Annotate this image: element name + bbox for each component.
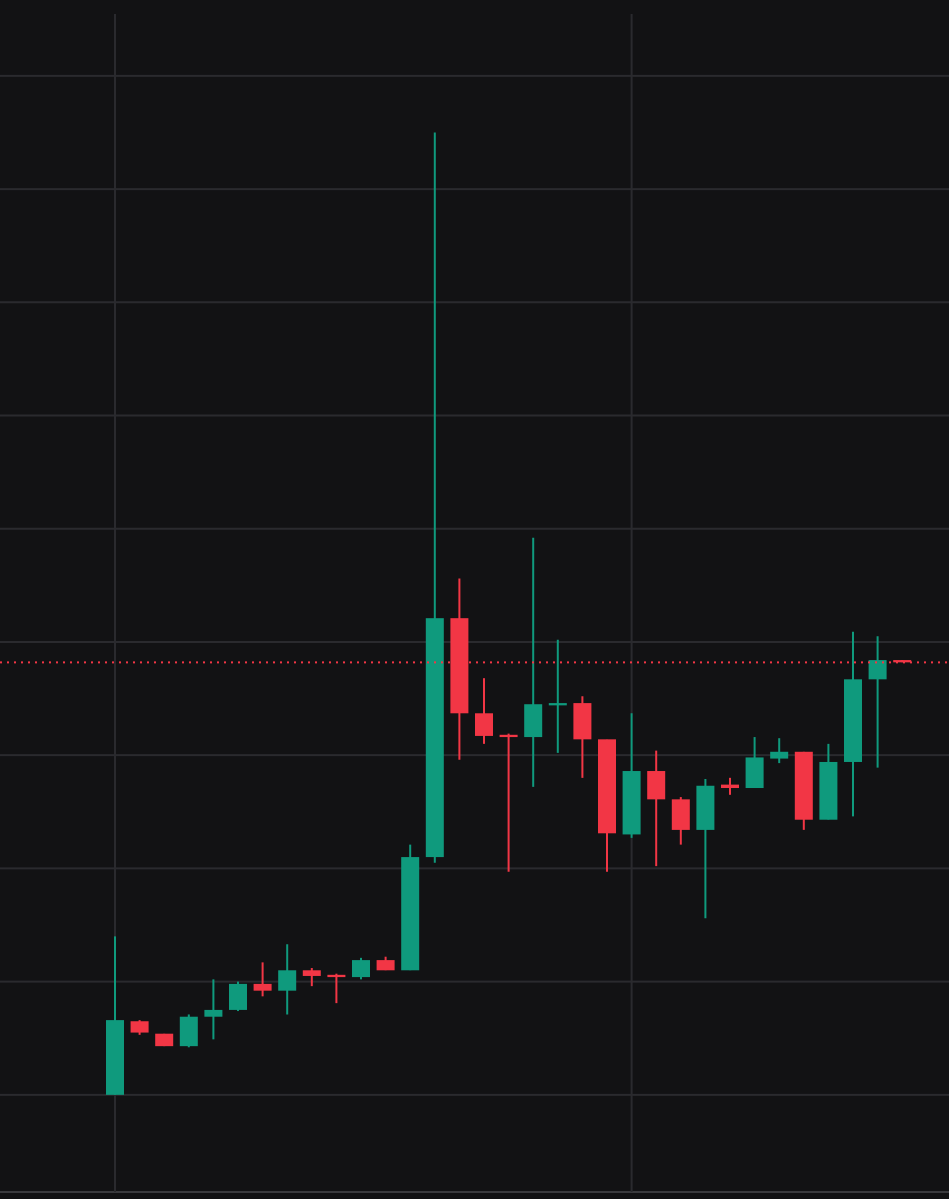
candle-body [598,739,616,834]
candle-body [622,771,641,835]
candle-body [868,660,887,680]
candle-body [548,703,567,706]
candle-body [499,734,518,738]
candle-body [229,983,247,1010]
candle-body [475,713,493,736]
candle-body [253,983,272,991]
candle-body [376,960,395,971]
candle-body [745,757,764,789]
candle-body [573,703,592,740]
candle-body [647,771,666,800]
candle-body [671,799,690,830]
candle-body [352,960,370,978]
candle-body [893,660,912,663]
candle-body [819,761,838,820]
candle-body [106,1020,124,1095]
candle-body [721,784,739,789]
candle-body [179,1016,198,1047]
candle-body [302,970,321,976]
candle-body [130,1021,149,1033]
candle-body [524,704,543,738]
candle-body [425,618,444,858]
candle-body [327,974,346,978]
candle-body [794,751,813,820]
candle-body [155,1033,174,1047]
candle-body [844,679,862,762]
candle-body [696,785,715,830]
candle-body [450,618,469,714]
candle-body [770,751,789,759]
candle-body [204,1009,223,1017]
candle-body [401,857,420,971]
candle-body [278,970,297,991]
